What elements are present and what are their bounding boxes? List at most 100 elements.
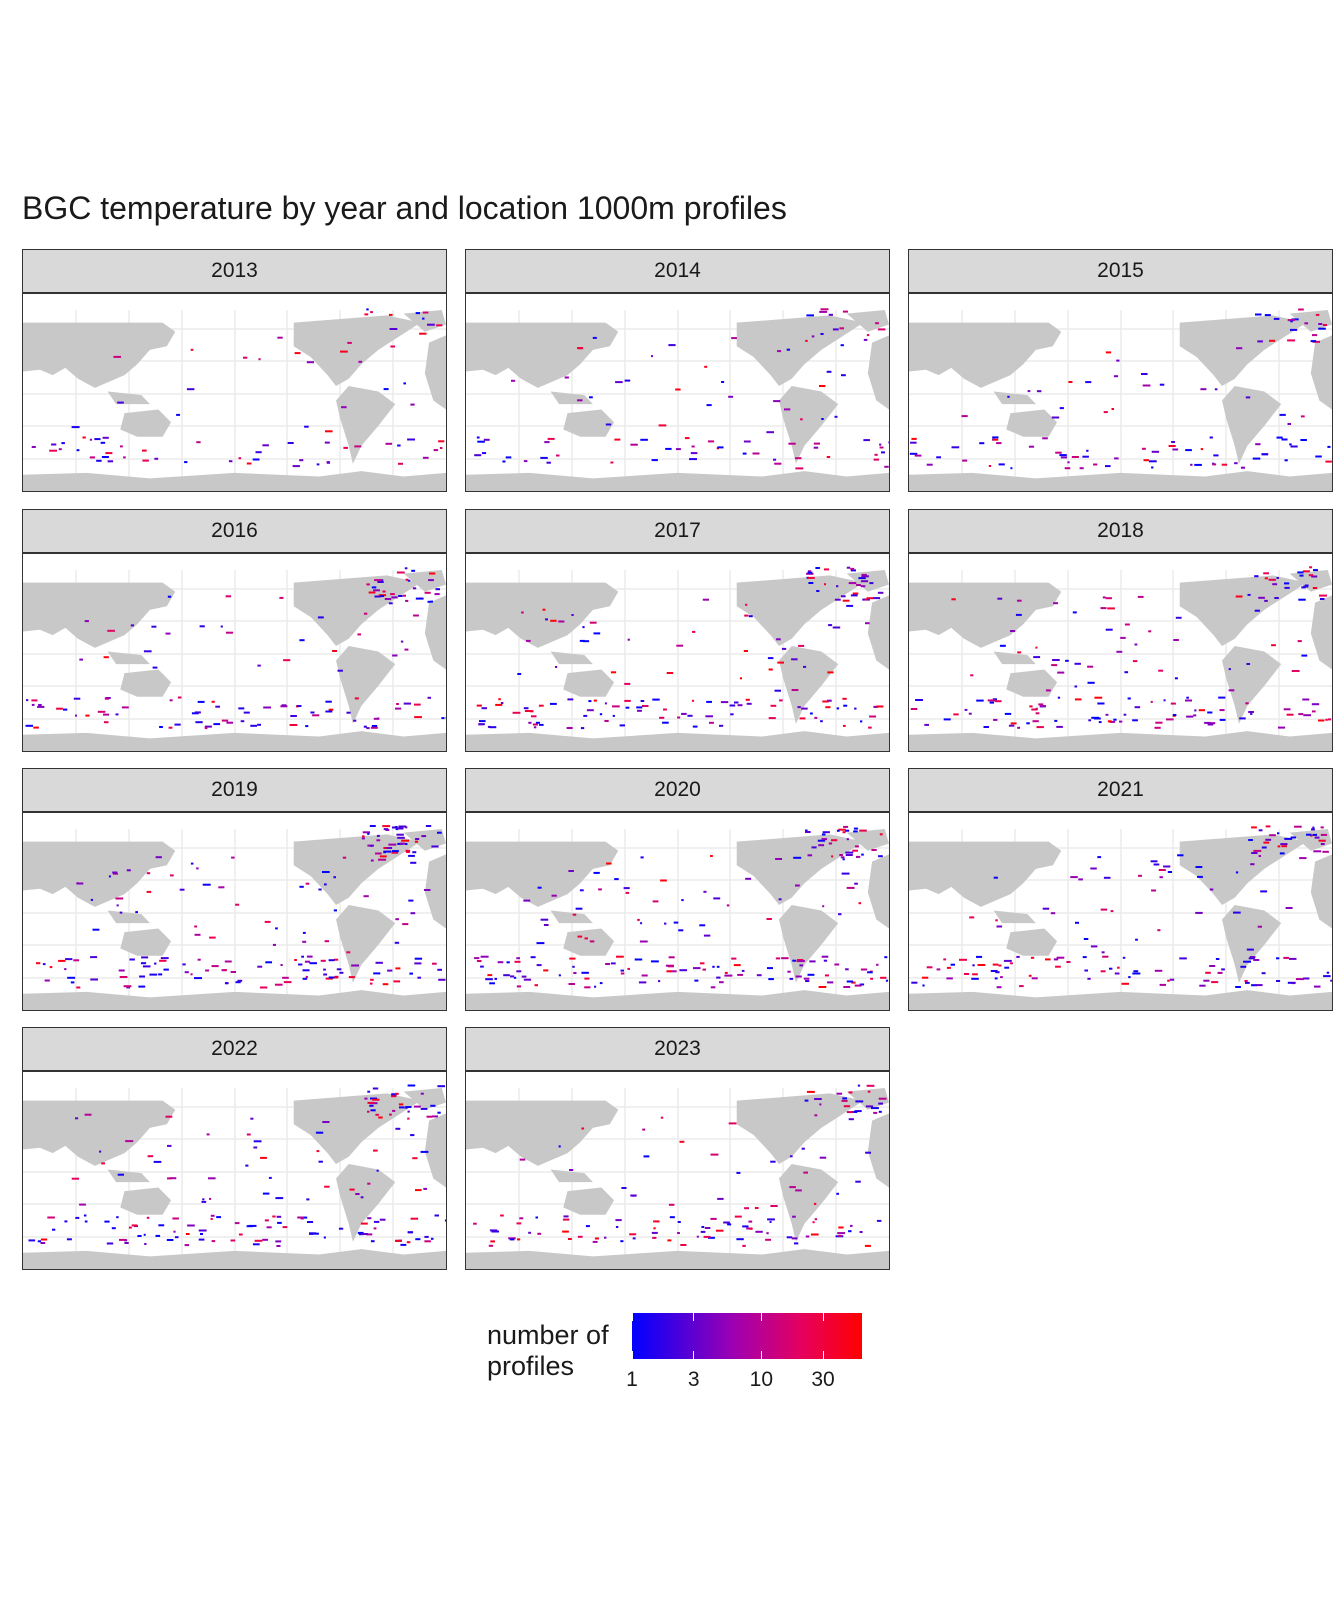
profile-cell (333, 909, 337, 912)
profile-cell (1127, 697, 1131, 700)
profile-cell (1264, 314, 1271, 317)
profile-cell (143, 650, 152, 653)
profile-cell (580, 727, 585, 730)
landmass (1006, 669, 1058, 697)
landmass (550, 1169, 593, 1183)
profile-cell (770, 1205, 778, 1207)
profile-cell (1045, 958, 1051, 961)
profile-cell (1097, 702, 1105, 705)
profile-cell (528, 721, 532, 724)
profile-cell (1064, 467, 1071, 470)
world-map (909, 556, 1332, 751)
profile-cell (262, 1192, 270, 1195)
profile-cell (516, 985, 522, 988)
profile-cell (304, 960, 311, 963)
profile-cell (444, 1219, 446, 1222)
profile-cell (803, 977, 810, 980)
profile-cell (584, 937, 588, 940)
profile-cell (662, 721, 669, 724)
landmass (867, 1113, 889, 1188)
profile-cell (667, 1239, 672, 1242)
profile-cell (1010, 630, 1016, 632)
profile-cell (332, 650, 338, 652)
facet-strip-label: 2021 (909, 769, 1332, 813)
profile-cell (693, 967, 701, 970)
profile-cell (909, 452, 918, 455)
profile-cell (1100, 970, 1106, 973)
profile-cell (578, 347, 584, 350)
profile-cell (970, 674, 974, 677)
profile-cell (754, 1207, 759, 1209)
profile-cell (272, 1215, 276, 1218)
profile-cell (487, 725, 491, 728)
profile-cell (1245, 396, 1251, 399)
profile-cell (749, 1227, 753, 1230)
profile-cell (1033, 656, 1041, 659)
profile-cell (795, 457, 802, 460)
profile-cell (147, 1155, 154, 1158)
profile-cell (369, 982, 373, 985)
profile-cell (99, 1150, 102, 1153)
profile-cell (766, 431, 774, 434)
profile-cell (856, 855, 861, 858)
profile-cell (910, 441, 917, 444)
profile-cell (1103, 411, 1108, 414)
profile-cell (89, 438, 92, 441)
legend-tick-mark (693, 1313, 695, 1321)
profile-cell (1209, 965, 1216, 967)
profile-cell (84, 620, 89, 623)
profile-cell (681, 712, 687, 715)
profile-cell (703, 890, 707, 893)
profile-cell (1318, 839, 1326, 842)
profile-cell (385, 442, 393, 445)
profile-cell (1318, 323, 1323, 325)
profile-cell (1243, 960, 1251, 963)
profile-cell (1264, 577, 1268, 580)
profile-cell (770, 704, 777, 707)
profile-cell (516, 1238, 521, 1241)
profile-cell (414, 840, 419, 843)
profile-cell (402, 923, 409, 926)
profile-cell (1251, 984, 1258, 987)
profile-cell (420, 1107, 428, 1110)
profile-cell (424, 889, 431, 891)
profile-cell (117, 401, 124, 404)
profile-cell (1198, 709, 1205, 712)
profile-cell (781, 647, 787, 650)
profile-cell (202, 883, 211, 886)
profile-cell (369, 825, 376, 827)
profile-cell (537, 1232, 542, 1235)
landmass (1179, 834, 1307, 906)
profile-cell (558, 620, 565, 623)
profile-cell (1148, 630, 1152, 633)
profile-cell (936, 456, 941, 459)
profile-cell (604, 702, 607, 705)
profile-cell (801, 707, 808, 710)
profile-cell (410, 1217, 419, 1220)
profile-cell (651, 459, 658, 462)
profile-cell (822, 700, 829, 703)
profile-cell (200, 1233, 203, 1235)
profile-cell (1114, 972, 1120, 975)
profile-cell (1114, 457, 1119, 460)
profile-cell (860, 580, 869, 583)
profile-cell (870, 977, 873, 980)
profile-cell (874, 453, 878, 456)
profile-cell (816, 590, 820, 592)
profile-cell (372, 1087, 379, 1090)
profile-cell (850, 569, 856, 572)
profile-cell (73, 697, 81, 700)
profile-cell (1252, 457, 1261, 460)
profile-cell (1117, 966, 1120, 969)
profile-cell (1190, 463, 1193, 466)
profile-cell (706, 404, 712, 407)
profile-cell (1303, 585, 1309, 588)
facet-panel-2022: 2022 (22, 1027, 447, 1270)
profile-cell (845, 854, 853, 856)
profile-cell (885, 979, 889, 982)
profile-cell (1261, 453, 1268, 456)
profile-cell (510, 975, 515, 978)
profile-cell (149, 973, 158, 976)
facet-panel-2016: 2016 (22, 509, 447, 752)
profile-cell (806, 572, 814, 575)
